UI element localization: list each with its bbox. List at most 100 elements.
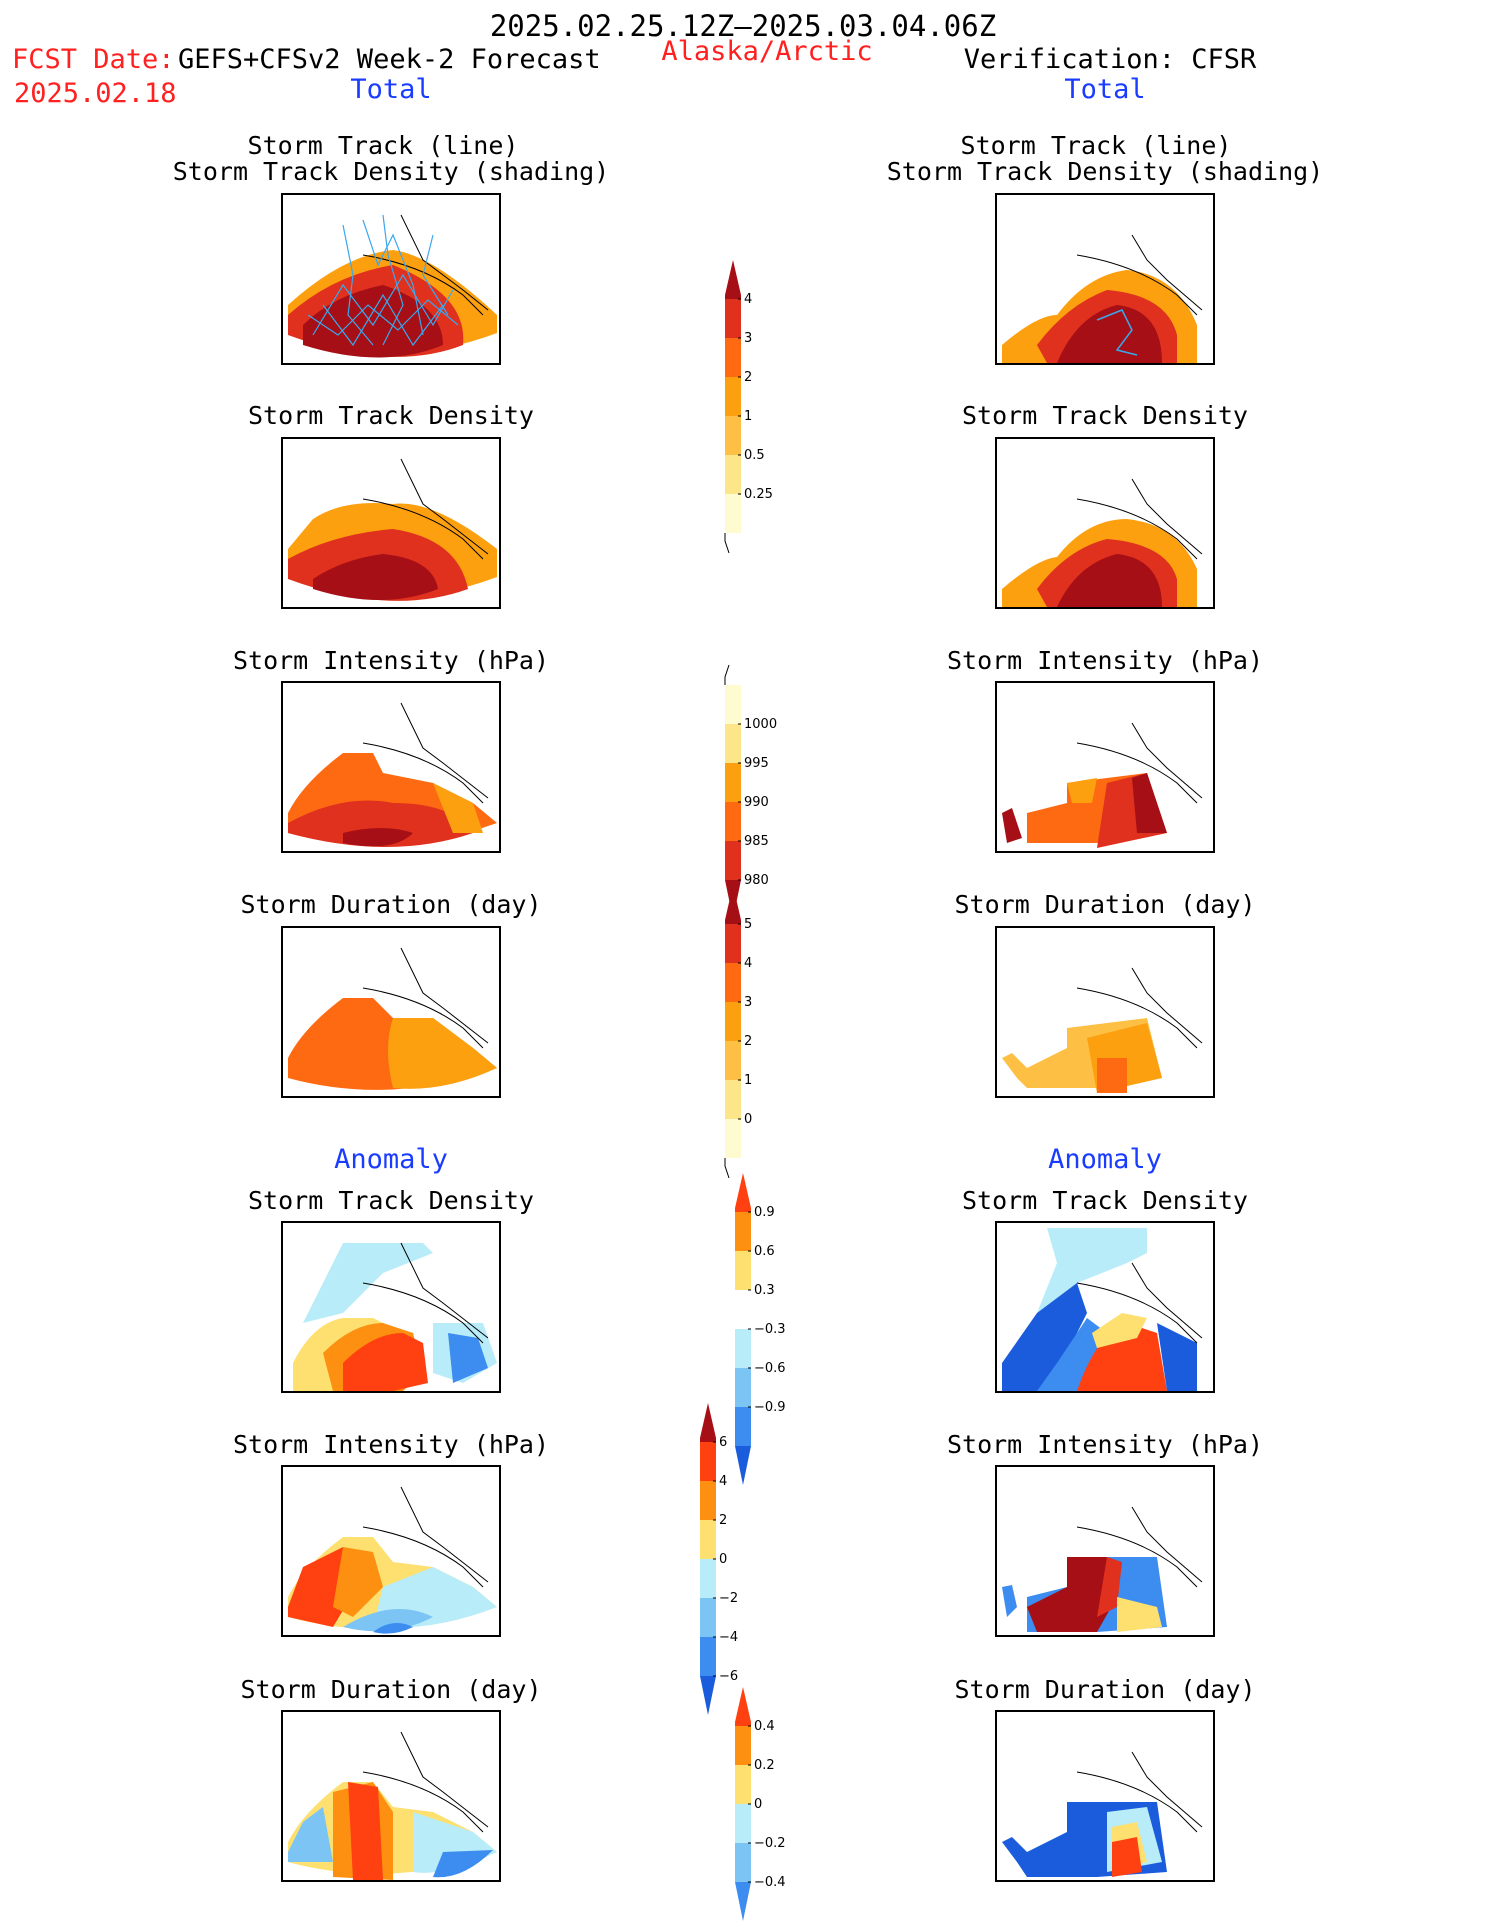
density-colorbar-label: 2 <box>744 370 752 385</box>
left-duration-map <box>281 926 501 1098</box>
duration-colorbar-swatch <box>725 885 741 924</box>
density-colorbar-label: 3 <box>744 331 752 346</box>
right-duration-map <box>995 926 1215 1098</box>
anom_intensity-colorbar-swatch <box>700 1520 716 1559</box>
verification-label: Verification: CFSR <box>963 44 1257 75</box>
fcst-product: GEFS+CFSv2 Week-2 Forecast <box>178 44 601 75</box>
intensity-colorbar: 1000 995 990 985 980 <box>724 645 795 919</box>
left-anom-intensity-map <box>281 1465 501 1637</box>
density-colorbar-tail <box>724 533 730 554</box>
anom_intensity-colorbar-label: 2 <box>719 1513 727 1528</box>
anom_duration-colorbar-swatch <box>735 1726 751 1765</box>
duration-colorbar-label: 2 <box>744 1034 752 1049</box>
density-colorbar-swatch <box>725 377 741 416</box>
right-track-title-2: Storm Track Density (shading) <box>886 157 1324 186</box>
right-anom-duration-title: Storm Duration (day) <box>954 1675 1256 1704</box>
anom_density-colorbar-swatch <box>735 1173 751 1212</box>
intensity-colorbar-label: 980 <box>744 873 769 888</box>
anom_intensity-colorbar-label: 4 <box>719 1474 727 1489</box>
left-density-map <box>281 437 501 609</box>
anom_duration-colorbar-swatch <box>735 1765 751 1804</box>
anom_density-colorbar-swatch <box>735 1212 751 1251</box>
density-colorbar-swatch <box>725 416 741 455</box>
left-duration-title: Storm Duration (day) <box>240 890 542 919</box>
left-anom-density-map <box>281 1221 501 1393</box>
anom_duration-colorbar-label: −0.4 <box>754 1875 786 1890</box>
anom_density-colorbar-swatch <box>735 1251 751 1290</box>
left-anom-density-title: Storm Track Density <box>248 1186 534 1215</box>
anom-intensity-colorbar: 6 4 2 0 −2 −4 −6 <box>700 1403 770 1732</box>
density-colorbar-label: 0.25 <box>744 487 773 502</box>
right-density-title: Storm Track Density <box>962 401 1248 430</box>
density-colorbar: 4 3 2 1 0.5 0.25 <box>724 260 795 554</box>
anom_density-colorbar-swatch <box>735 1329 751 1368</box>
intensity-colorbar-swatch <box>725 841 741 880</box>
anom_density-colorbar-swatch <box>735 1290 751 1329</box>
intensity-colorbar-swatch <box>725 685 741 724</box>
anom_density-colorbar-label: −0.3 <box>754 1322 786 1337</box>
anom_intensity-colorbar-label: −4 <box>719 1630 738 1645</box>
anom_density-colorbar-label: 0.9 <box>754 1205 775 1220</box>
duration-colorbar-swatch <box>725 963 741 1002</box>
duration-colorbar-tail <box>724 1158 730 1179</box>
duration-colorbar-swatch <box>725 1041 741 1080</box>
density-colorbar-label: 1 <box>744 409 752 424</box>
intensity-colorbar-label: 985 <box>744 834 769 849</box>
density-colorbar-swatch <box>725 494 741 533</box>
left-anom-intensity-title: Storm Intensity (hPa) <box>232 1430 550 1459</box>
right-track-map <box>995 193 1215 365</box>
left-track-map <box>281 193 501 365</box>
anom_density-colorbar-label: −0.9 <box>754 1400 786 1415</box>
anom_density-colorbar-swatch <box>735 1368 751 1407</box>
duration-colorbar-svg: 5 4 3 2 1 0 <box>724 885 752 1179</box>
anom-density-colorbar: 0.9 0.6 0.3 −0.3 −0.6 −0.9 <box>735 1173 805 1485</box>
intensity-colorbar-label: 990 <box>744 795 769 810</box>
right-anom-duration-map <box>995 1710 1215 1882</box>
intensity-colorbar-label: 1000 <box>744 717 777 732</box>
anom_intensity-colorbar-swatch <box>700 1559 716 1598</box>
right-total-label: Total <box>1064 74 1146 105</box>
anom_intensity-colorbar-swatch <box>700 1442 716 1481</box>
duration-colorbar-swatch <box>725 1002 741 1041</box>
intensity-colorbar-tail <box>724 664 730 685</box>
anom_intensity-colorbar-label: −2 <box>719 1591 738 1606</box>
anom_duration-colorbar-label: 0 <box>754 1797 762 1812</box>
duration-colorbar-swatch <box>725 1080 741 1119</box>
anom_intensity-colorbar-swatch <box>700 1403 716 1442</box>
anom_density-colorbar-swatch <box>735 1407 751 1446</box>
right-track-map-svg <box>1002 234 1203 363</box>
duration-colorbar-label: 0 <box>744 1112 752 1127</box>
duration-colorbar-swatch <box>725 924 741 963</box>
anom_intensity-colorbar-swatch <box>700 1598 716 1637</box>
anom-density-colorbar-svg: 0.9 0.6 0.3 −0.3 −0.6 −0.9 <box>735 1173 786 1485</box>
anom_duration-colorbar-swatch <box>735 1843 751 1882</box>
right-anom-intensity-title: Storm Intensity (hPa) <box>946 1430 1264 1459</box>
region-label: Alaska/Arctic <box>661 36 873 67</box>
anom_intensity-colorbar-label: 6 <box>719 1435 727 1450</box>
duration-colorbar-label: 4 <box>744 956 752 971</box>
intensity-colorbar-swatch <box>725 724 741 763</box>
anom_duration-colorbar-swatch <box>735 1687 751 1726</box>
left-anom-duration-map <box>281 1710 501 1882</box>
right-intensity-title: Storm Intensity (hPa) <box>946 646 1264 675</box>
right-anom-intensity-map <box>995 1465 1215 1637</box>
duration-colorbar-swatch <box>725 1119 741 1158</box>
anom_density-colorbar-label: 0.3 <box>754 1283 775 1298</box>
density-colorbar-swatch <box>725 338 741 377</box>
anom_duration-colorbar-label: −0.2 <box>754 1836 786 1851</box>
anom_density-colorbar-swatch <box>735 1446 751 1485</box>
fcst-date-label: FCST Date: <box>12 44 175 75</box>
left-track-title-2: Storm Track Density (shading) <box>172 157 610 186</box>
right-anom-density-map <box>995 1221 1215 1393</box>
intensity-colorbar-svg: 1000 995 990 985 980 <box>724 664 777 919</box>
left-track-title-1: Storm Track (line) <box>247 131 519 160</box>
anom-intensity-colorbar-svg: 6 4 2 0 −2 −4 −6 <box>700 1403 738 1715</box>
density-colorbar-label: 0.5 <box>744 448 765 463</box>
anom_duration-colorbar-swatch <box>735 1882 751 1921</box>
right-duration-title: Storm Duration (day) <box>954 890 1256 919</box>
left-anomaly-label: Anomaly <box>334 1144 448 1175</box>
anom_density-colorbar-label: −0.6 <box>754 1361 786 1376</box>
right-track-title-1: Storm Track (line) <box>960 131 1232 160</box>
density-colorbar-label: 4 <box>744 292 752 307</box>
left-anom-duration-title: Storm Duration (day) <box>240 1675 542 1704</box>
